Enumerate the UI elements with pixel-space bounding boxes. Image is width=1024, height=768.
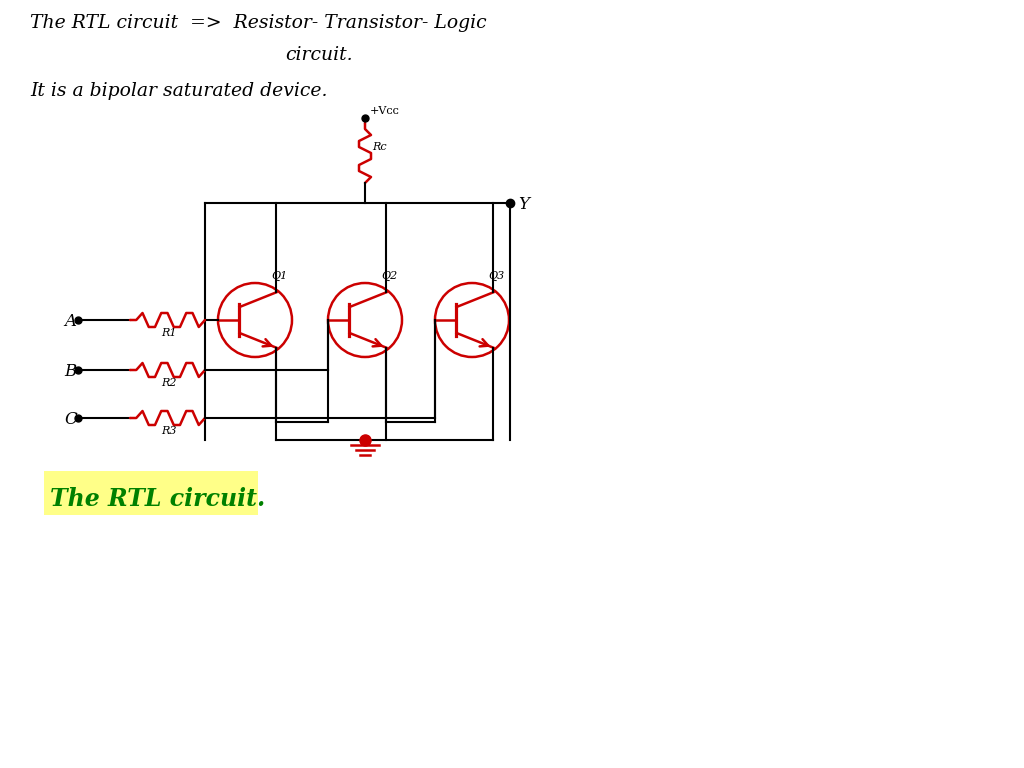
Text: The RTL circuit.: The RTL circuit. (50, 487, 265, 511)
Text: It is a bipolar saturated device.: It is a bipolar saturated device. (30, 82, 328, 100)
Text: The RTL circuit  =>  Resistor- Transistor- Logic: The RTL circuit => Resistor- Transistor-… (30, 14, 486, 32)
Text: C: C (63, 411, 77, 428)
Text: Y: Y (518, 196, 529, 213)
Text: Q3: Q3 (488, 271, 505, 281)
Text: R1: R1 (162, 328, 177, 338)
Text: R2: R2 (162, 378, 177, 388)
Text: Q2: Q2 (382, 271, 398, 281)
Text: B: B (63, 363, 76, 380)
Text: +Vᴄᴄ: +Vᴄᴄ (370, 106, 400, 116)
Text: circuit.: circuit. (285, 46, 352, 64)
Text: R3: R3 (162, 426, 177, 436)
Text: Rc: Rc (372, 142, 387, 152)
Text: Q1: Q1 (271, 271, 288, 281)
Text: A: A (63, 313, 76, 330)
FancyBboxPatch shape (44, 471, 258, 515)
